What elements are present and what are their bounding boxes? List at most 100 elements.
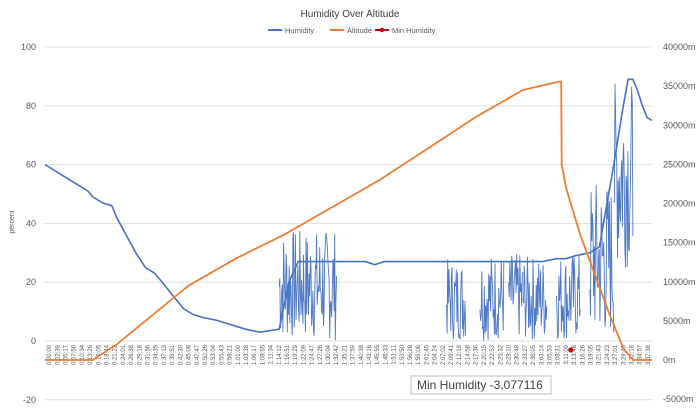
humidity-noise-band [446, 259, 467, 340]
x-tick-label: 2:14:58 [465, 344, 471, 365]
humidity-noise-band [613, 83, 634, 268]
x-tick-label: 1:30:04 [326, 344, 332, 365]
right-tick-label: 40000m [663, 42, 696, 52]
x-tick-label: 3:32:18 [629, 344, 635, 365]
x-tick-label: 0:02:39 [55, 344, 61, 365]
x-tick-label: 1:40:38 [359, 344, 365, 365]
x-tick-label: 2:25:32 [498, 344, 504, 365]
x-tick-label: 0:39:51 [170, 344, 176, 365]
x-tick-label: 1:08:55 [260, 344, 266, 365]
x-tick-label: 1:22:09 [301, 344, 307, 365]
x-tick-label: 1:59:06 [416, 344, 422, 365]
x-tick-label: 3:34:57 [638, 344, 644, 365]
humidity-line [44, 78, 653, 334]
x-tick-label: 3:27:01 [613, 344, 619, 365]
x-tick-label: 3:13:48 [572, 344, 578, 365]
x-tick-label: 1:16:51 [285, 344, 291, 365]
x-tick-label: 1:43:16 [367, 344, 373, 365]
x-tick-label: 0:37:13 [162, 344, 168, 365]
x-tick-label: 3:24:23 [605, 344, 611, 365]
x-tick-label: 0:55:43 [219, 344, 225, 365]
x-tick-label: 0:53:04 [211, 344, 217, 365]
x-tick-label: 0:13:26 [88, 344, 94, 365]
left-tick-label: -20 [23, 395, 36, 405]
x-axis: 0:00:00 0:02:39 0:05:17 0:07:56 0:10:34 0:13:… [47, 344, 652, 365]
x-tick-label: 2:36:05 [531, 344, 537, 365]
x-tick-label: 2:33:27 [523, 344, 529, 365]
x-tick-label: 2:07:02 [441, 344, 447, 365]
right-tick-label: -5000m [663, 394, 694, 404]
altitude-line [45, 80, 652, 361]
legend-label: Humidity [285, 26, 314, 35]
x-tick-label: 1:45:55 [375, 344, 381, 365]
x-tick-label: 2:01:45 [424, 344, 430, 365]
left-y-axis: -20 0 20 40 60 80 100 [21, 42, 36, 405]
x-tick-label: 2:22:53 [490, 344, 496, 365]
x-tick-label: 1:19:29 [293, 344, 299, 365]
right-tick-label: 15000m [663, 238, 696, 248]
right-tick-label: 20000m [663, 199, 696, 209]
x-tick-label: 0:26:38 [129, 344, 135, 365]
x-tick-label: 1:51:11 [392, 344, 398, 364]
humidity-noise-band [522, 256, 548, 340]
left-tick-label: 80 [26, 101, 36, 111]
left-tick-label: 60 [26, 160, 36, 170]
x-tick-label: 1:35:21 [342, 344, 348, 365]
x-tick-label: 0:45:08 [187, 344, 193, 365]
x-tick-label: 3:05:53 [547, 344, 553, 365]
x-tick-label: 2:09:41 [449, 344, 455, 365]
x-tick-label: 1:01:00 [236, 344, 242, 365]
min-humidity-callout: Min Humidity -3,077116 [410, 375, 552, 395]
right-tick-label: 0m [663, 355, 676, 365]
right-tick-label: 35000m [663, 81, 696, 91]
x-tick-label: 0:50:26 [203, 344, 209, 365]
x-tick-label: 1:56:28 [408, 344, 414, 365]
x-tick-label: 1:37:59 [351, 344, 357, 365]
x-tick-label: 3:19:05 [588, 344, 594, 365]
x-tick-label: 2:12:19 [457, 344, 463, 365]
x-tick-label: 3:21:43 [597, 344, 603, 365]
legend-marker [379, 27, 385, 33]
right-tick-label: 10000m [663, 277, 696, 287]
x-tick-label: 0:31:56 [146, 344, 152, 365]
right-tick-label: 25000m [663, 159, 696, 169]
series-humidity [44, 78, 653, 341]
x-tick-label: 1:14:12 [277, 344, 283, 365]
series-min-humidity [568, 347, 574, 353]
x-tick-label: 2:17:36 [474, 344, 480, 365]
x-tick-label: 1:32:42 [334, 344, 340, 365]
left-tick-label: 40 [26, 218, 36, 228]
y-axis-label: percent [9, 210, 16, 233]
humidity-noise-band [555, 255, 581, 339]
x-tick-label: 2:04:24 [433, 344, 439, 365]
humidity-noise-band [589, 185, 615, 333]
left-tick-label: 20 [26, 277, 36, 287]
x-tick-label: 3:11:09 [564, 344, 570, 364]
x-tick-label: 0:47:47 [195, 344, 201, 365]
legend: Humidity Altitude Min Humidity [268, 26, 436, 35]
x-tick-label: 0:10:34 [80, 344, 86, 365]
series-altitude [45, 80, 652, 361]
x-tick-label: 0:58:21 [228, 344, 234, 365]
callout-box [410, 375, 552, 395]
x-tick-label: 0:21:22 [113, 344, 119, 365]
x-tick-label: 0:18:44 [105, 344, 111, 365]
x-tick-label: 0:34:35 [154, 344, 160, 365]
legend-label: Altitude [347, 26, 372, 35]
callout-text: Min Humidity -3,077116 [417, 378, 543, 392]
x-tick-label: 1:06:17 [252, 344, 258, 365]
humidity-noise-band [508, 253, 524, 335]
x-tick-label: 1:53:50 [400, 344, 406, 365]
x-tick-label: 3:08:31 [556, 344, 562, 365]
humidity-noise-band [278, 230, 338, 341]
chart-title: Humidity Over Altitude [301, 9, 400, 20]
x-tick-label: 0:42:30 [178, 344, 184, 365]
x-tick-label: 3:16:26 [580, 344, 586, 365]
x-tick-label: 1:11:34 [269, 344, 275, 364]
x-tick-label: 0:00:00 [47, 344, 53, 365]
min-humidity-point [568, 347, 574, 353]
x-tick-label: 0:05:17 [64, 344, 70, 365]
x-tick-label: 0:07:56 [72, 344, 78, 365]
